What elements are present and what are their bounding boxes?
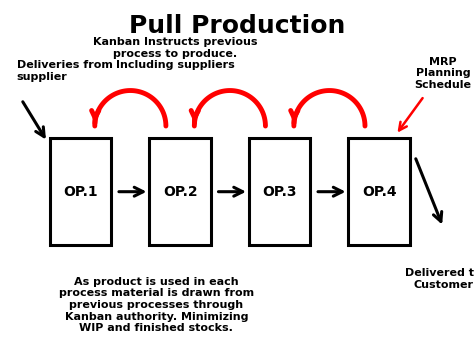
Text: OP.3: OP.3 <box>263 185 297 199</box>
FancyBboxPatch shape <box>149 138 211 245</box>
Text: OP.2: OP.2 <box>163 185 198 199</box>
FancyBboxPatch shape <box>348 138 410 245</box>
Text: OP.4: OP.4 <box>362 185 397 199</box>
FancyBboxPatch shape <box>50 138 111 245</box>
Text: MRP
Planning
Schedule: MRP Planning Schedule <box>415 57 472 90</box>
Text: Delivered to
Customer: Delivered to Customer <box>405 268 474 290</box>
Text: OP.1: OP.1 <box>63 185 98 199</box>
Text: Deliveries from
supplier: Deliveries from supplier <box>17 60 112 82</box>
Text: Kanban Instructs previous
process to produce.
Including suppliers: Kanban Instructs previous process to pro… <box>93 37 258 71</box>
FancyBboxPatch shape <box>249 138 310 245</box>
Text: As product is used in each
process material is drawn from
previous processes thr: As product is used in each process mater… <box>59 277 254 333</box>
Text: Pull Production: Pull Production <box>129 14 345 38</box>
